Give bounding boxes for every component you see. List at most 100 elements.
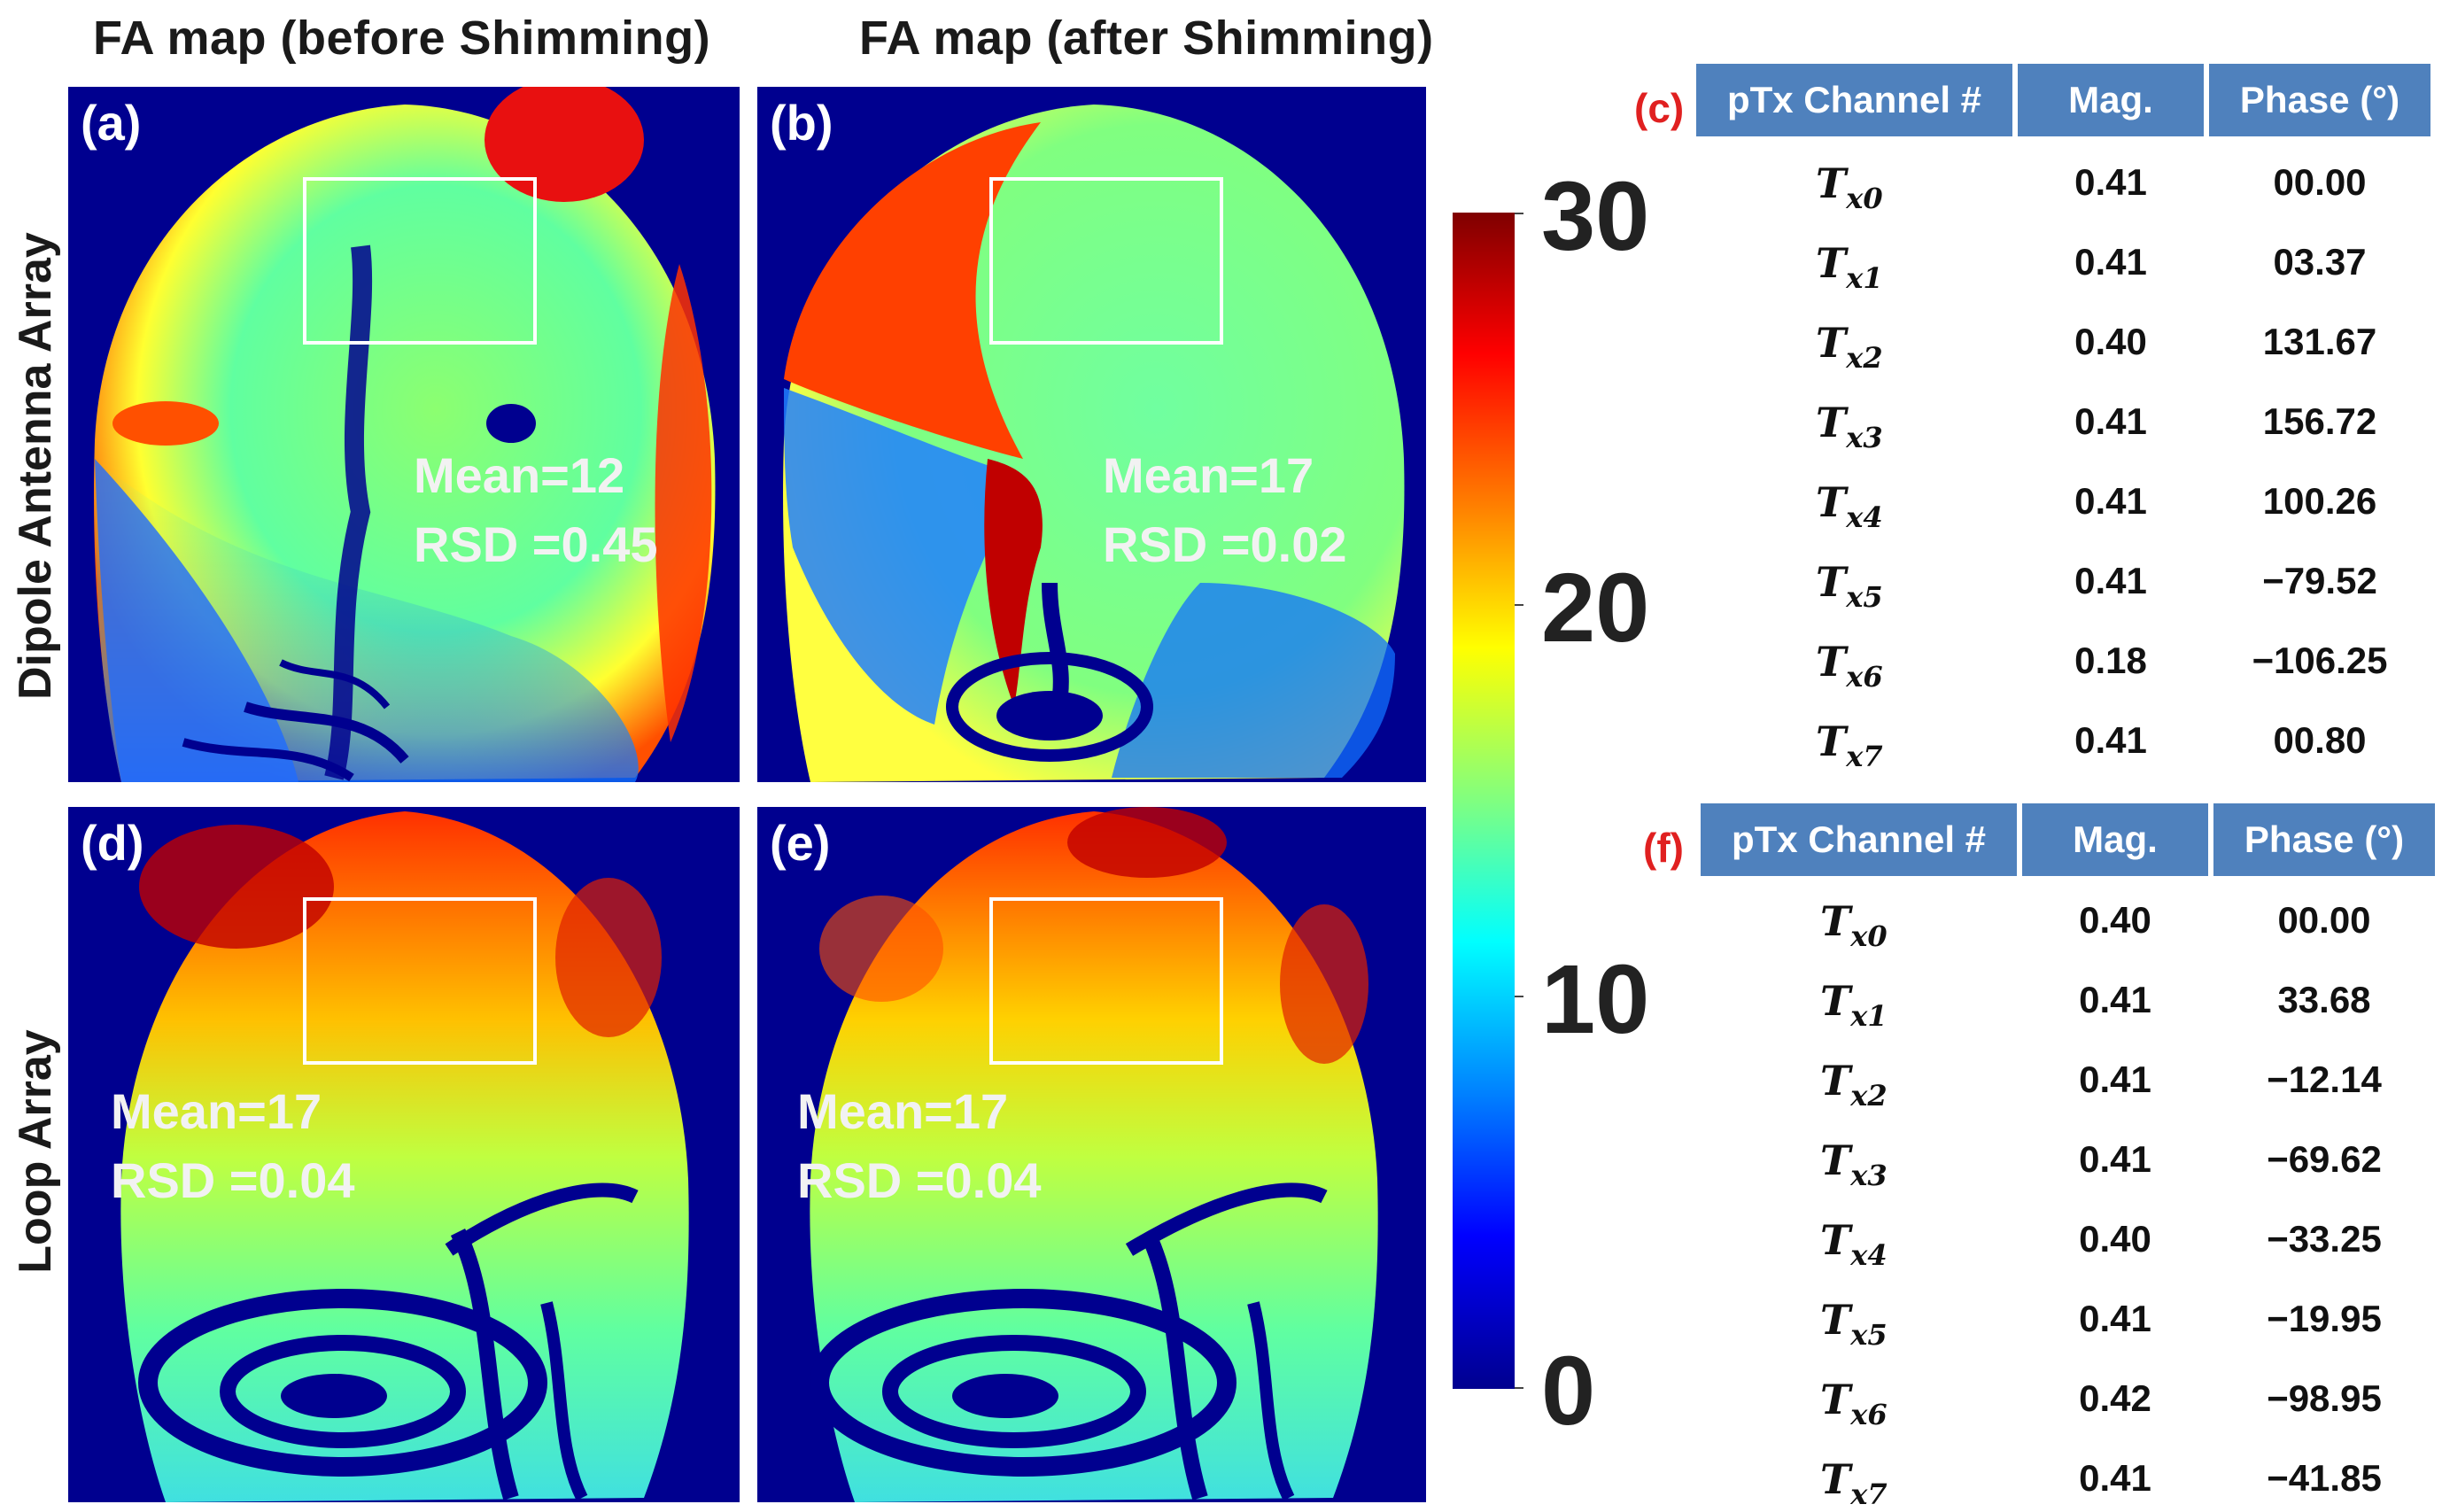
channel-subscript: x0 — [1850, 919, 1888, 953]
table-f-phase: 00.00 — [2277, 899, 2371, 941]
table-c-header-phase: Phase (°) — [2209, 64, 2430, 136]
table-c-channel: Tx2 — [1816, 319, 1883, 375]
table-f-mag: 0.41 — [2079, 1298, 2151, 1339]
panel-d-mean: Mean=17 — [111, 1083, 322, 1139]
channel-letter: T — [1816, 478, 1847, 526]
panel-tag-a: (a) — [81, 95, 142, 151]
table-c-mag: 0.41 — [2074, 480, 2147, 522]
title-after-shimming: FA map (after Shimming) — [859, 12, 1434, 65]
channel-subscript: x6 — [1850, 1398, 1888, 1431]
channel-subscript: x6 — [1846, 660, 1883, 694]
fa-map-image-a — [94, 87, 716, 782]
colorbar-tick — [1515, 996, 1523, 997]
panel-e-rsd: RSD =0.04 — [797, 1152, 1042, 1208]
table-c-phase: 03.37 — [2273, 241, 2367, 283]
colorbar-tick — [1515, 604, 1523, 606]
panel-tag-d: (d) — [81, 815, 144, 871]
panel-e-mean: Mean=17 — [797, 1083, 1009, 1139]
table-f-channel: Tx1 — [1820, 977, 1888, 1033]
table-f-channel: Tx5 — [1820, 1296, 1888, 1352]
table-f-channel: Tx0 — [1820, 897, 1888, 953]
channel-subscript: x3 — [1846, 421, 1883, 454]
table-c-mag: 0.40 — [2074, 321, 2147, 362]
table-c-phase: 00.80 — [2273, 719, 2367, 761]
channel-letter: T — [1820, 1216, 1851, 1264]
fa-map-image-e — [810, 807, 1378, 1502]
colorbar-label-10: 10 — [1541, 945, 1650, 1054]
table-c-channel: Tx5 — [1816, 558, 1883, 614]
table-f-phase: −41.85 — [2267, 1457, 2382, 1499]
table-f-mag: 0.41 — [2079, 979, 2151, 1020]
channel-letter: T — [1816, 239, 1847, 287]
table-c-mag: 0.41 — [2074, 400, 2147, 442]
table-f-phase: −12.14 — [2267, 1058, 2382, 1100]
table-c-mag: 0.18 — [2074, 640, 2147, 681]
table-c-mag: 0.41 — [2074, 719, 2147, 761]
channel-letter: T — [1820, 1376, 1851, 1423]
panel-b-stats: Mean=17 RSD =0.02 — [1103, 441, 1347, 579]
table-c-channel: Tx4 — [1816, 478, 1883, 534]
table-f-channel: Tx4 — [1820, 1216, 1888, 1272]
table-f-header-phase: Phase (°) — [2213, 803, 2435, 876]
table-c-channel: Tx7 — [1816, 717, 1883, 773]
channel-letter: T — [1820, 977, 1851, 1025]
table-c-mag: 0.41 — [2074, 241, 2147, 283]
table-f-channel: Tx6 — [1820, 1376, 1888, 1431]
table-c-phase: 100.26 — [2262, 480, 2377, 522]
channel-letter: T — [1820, 1296, 1851, 1344]
table-c-letter: (c) — [1634, 85, 1685, 131]
channel-subscript: x5 — [1846, 580, 1883, 614]
title-before-shimming: FA map (before Shimming) — [93, 12, 711, 65]
table-f-phase: −33.25 — [2267, 1218, 2382, 1260]
table-c-channel: Tx1 — [1816, 239, 1883, 295]
table-c-channel: Tx3 — [1816, 399, 1883, 454]
table-f-mag: 0.40 — [2079, 1218, 2151, 1260]
channel-subscript: x5 — [1850, 1318, 1888, 1352]
table-f-channel: Tx2 — [1820, 1057, 1888, 1113]
panel-b-rsd: RSD =0.02 — [1103, 516, 1347, 572]
table-c-mag: 0.41 — [2074, 560, 2147, 601]
channel-subscript: x4 — [1850, 1238, 1888, 1272]
channel-subscript: x7 — [1850, 1477, 1888, 1511]
colorbar-tick — [1515, 213, 1523, 214]
table-f-header-mag: Mag. — [2022, 803, 2208, 876]
channel-letter: T — [1820, 897, 1851, 945]
row-label-dipole: Dipole Antenna Array — [10, 232, 61, 700]
table-c-channel: Tx6 — [1816, 638, 1883, 694]
table-f-phase: −98.95 — [2267, 1377, 2382, 1419]
panel-tag-e: (e) — [770, 815, 831, 871]
table-c-phase: 156.72 — [2262, 400, 2377, 442]
channel-subscript: x2 — [1850, 1079, 1888, 1113]
fa-map-image-b — [783, 105, 1405, 782]
colorbar-tick — [1515, 1387, 1523, 1389]
channel-subscript: x0 — [1846, 182, 1883, 215]
table-f-header-channel: pTx Channel # — [1701, 803, 2017, 876]
channel-subscript: x1 — [1850, 999, 1888, 1033]
table-c-header-mag: Mag. — [2018, 64, 2204, 136]
channel-letter: T — [1816, 638, 1847, 686]
panel-b-mean: Mean=17 — [1103, 447, 1314, 503]
colorbar-label-0: 0 — [1541, 1337, 1596, 1446]
channel-letter: T — [1816, 399, 1847, 446]
row-label-loop: Loop Array — [10, 1029, 61, 1274]
channel-letter: T — [1820, 1136, 1851, 1184]
fa-map-image-d — [120, 811, 689, 1502]
panel-a-rsd: RSD =0.45 — [414, 516, 658, 572]
panel-d-rsd: RSD =0.04 — [111, 1152, 355, 1208]
panel-d-stats: Mean=17 RSD =0.04 — [111, 1077, 355, 1215]
colorbar-label-20: 20 — [1541, 554, 1650, 663]
channel-letter: T — [1816, 558, 1847, 606]
channel-letter: T — [1816, 159, 1847, 207]
channel-subscript: x4 — [1846, 500, 1883, 534]
table-f-channel: Tx3 — [1820, 1136, 1888, 1192]
panel-a-mean: Mean=12 — [414, 447, 625, 503]
table-c-phase: 00.00 — [2273, 161, 2367, 203]
colorbar-label-30: 30 — [1541, 162, 1650, 271]
table-f-phase: −69.62 — [2267, 1138, 2382, 1180]
panel-tag-b: (b) — [770, 95, 833, 151]
channel-subscript: x3 — [1850, 1159, 1888, 1192]
panel-e-stats: Mean=17 RSD =0.04 — [797, 1077, 1042, 1215]
table-f-mag: 0.41 — [2079, 1058, 2151, 1100]
table-c-header-channel: pTx Channel # — [1696, 64, 2012, 136]
table-c-phase: 131.67 — [2262, 321, 2377, 362]
